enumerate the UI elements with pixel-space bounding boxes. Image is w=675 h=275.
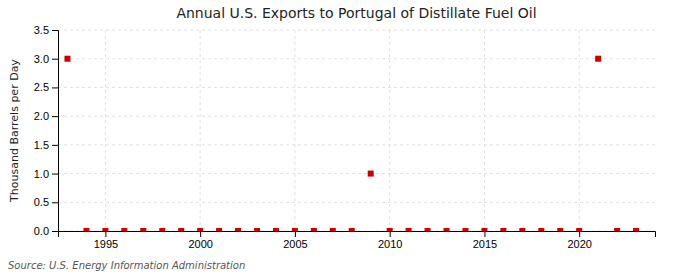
- tick: 2.5: [34, 81, 58, 93]
- grid-line: [105, 30, 106, 231]
- point: [159, 228, 165, 231]
- tick-label: 0.5: [34, 196, 49, 208]
- tick: 1995: [94, 231, 118, 250]
- tick-label: 0.0: [34, 225, 49, 237]
- tick-label: 1.0: [34, 168, 49, 180]
- tick-label: 2.5: [34, 81, 49, 93]
- tick-label: 1.5: [34, 139, 49, 151]
- point: [519, 228, 525, 231]
- point: [425, 228, 431, 231]
- annotation: Source: U.S. Energy Information Administ…: [8, 260, 245, 271]
- grid-line: [58, 87, 655, 88]
- tick-mark: [390, 231, 391, 237]
- grid-line: [58, 30, 655, 31]
- tick-label: 1995: [94, 238, 118, 250]
- point: [368, 171, 374, 177]
- tick-mark: [52, 231, 58, 232]
- point: [254, 228, 260, 231]
- point: [349, 228, 355, 231]
- tick-mark: [52, 145, 58, 146]
- y-axis-title: Thousand Barrels per Day: [8, 59, 21, 203]
- tick-mark: [52, 174, 58, 175]
- point: [311, 228, 317, 231]
- point: [576, 228, 582, 231]
- tick-mark: [52, 59, 58, 60]
- point: [140, 228, 146, 231]
- grid-line: [58, 116, 655, 117]
- point: [500, 228, 506, 231]
- grid-line: [294, 30, 295, 231]
- tick-label: 2020: [567, 238, 591, 250]
- tick: 2000: [188, 231, 212, 250]
- grid-line: [200, 30, 201, 231]
- tick-label: 3.0: [34, 53, 49, 65]
- point: [444, 228, 450, 231]
- point: [235, 228, 241, 231]
- point: [178, 228, 184, 231]
- point: [292, 228, 298, 231]
- chart: 1995 2000 2005 2010 2015 2020 0.0 0.5 1.0 1.5 2.0 2…: [0, 0, 675, 275]
- tick-label: 2000: [188, 238, 212, 250]
- x-axis: 1995 2000 2005 2010 2015 2020: [59, 231, 656, 250]
- point: [121, 228, 127, 231]
- grid-line: [58, 144, 655, 145]
- point: [197, 228, 203, 231]
- grid-line: [58, 58, 655, 59]
- grid-line: [484, 30, 485, 231]
- tick: 3.0: [34, 53, 58, 65]
- tick: 2005: [283, 231, 307, 250]
- tick-mark: [52, 30, 58, 31]
- tick-mark: [52, 87, 58, 88]
- point: [557, 228, 563, 231]
- tick: 2.0: [34, 110, 58, 122]
- grid-line: [58, 173, 655, 174]
- point: [387, 228, 393, 231]
- tick-mark: [484, 231, 485, 237]
- tick: 2020: [567, 231, 591, 250]
- tick-label: 2015: [473, 238, 497, 250]
- tick-label: 2.0: [34, 110, 49, 122]
- axis-line: [52, 31, 59, 232]
- plot: 1995 2000 2005 2010 2015 2020 0.0 0.5 1.0 1.5 2.0 2…: [34, 24, 656, 250]
- tick-mark: [200, 231, 201, 237]
- axis-line: [59, 232, 656, 238]
- tick: 0.5: [34, 196, 58, 208]
- tick: 2010: [378, 231, 402, 250]
- grid-line: [389, 30, 390, 231]
- point: [330, 228, 336, 231]
- point: [614, 228, 620, 231]
- tick-label: 2005: [283, 238, 307, 250]
- tick: 1.5: [34, 139, 58, 151]
- tick-mark: [52, 202, 58, 203]
- tick-mark: [295, 231, 296, 237]
- point: [538, 228, 544, 231]
- tick-mark: [105, 231, 106, 237]
- grid-line: [58, 202, 655, 203]
- point: [102, 228, 108, 231]
- tick: 2015: [473, 231, 497, 250]
- tick-label: 3.5: [34, 24, 49, 36]
- point: [481, 228, 487, 231]
- tick: 1.0: [34, 168, 58, 180]
- title: Annual U.S. Exports to Portugal of Disti…: [176, 5, 536, 21]
- tick-mark: [579, 231, 580, 237]
- tick: 3.5: [34, 24, 58, 36]
- point: [216, 228, 222, 231]
- tick-label: 2010: [378, 238, 402, 250]
- tick-mark: [52, 116, 58, 117]
- point: [633, 228, 639, 231]
- point: [406, 228, 412, 231]
- grid: [58, 30, 655, 231]
- point: [83, 228, 89, 231]
- point: [595, 56, 601, 62]
- point: [462, 228, 468, 231]
- y-axis: 0.0 0.5 1.0 1.5 2.0 2.5 3.0 3.5: [34, 24, 59, 237]
- point: [273, 228, 279, 231]
- marks: [64, 56, 639, 231]
- grid-line: [579, 30, 580, 231]
- tick: 0.0: [34, 225, 58, 237]
- point: [64, 56, 70, 62]
